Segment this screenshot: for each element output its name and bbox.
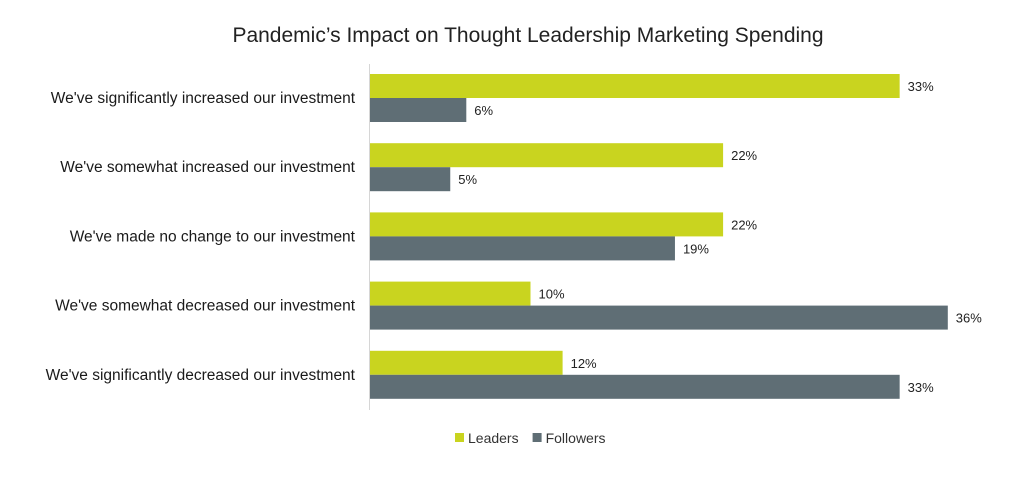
bar-followers-5 (370, 374, 900, 399)
data-label: 33% (908, 380, 934, 395)
bar-followers-1 (370, 98, 467, 122)
legend-swatch-followers (532, 433, 542, 442)
data-label: 6% (474, 103, 493, 118)
bar-leaders-2 (370, 143, 724, 168)
bar-leaders-4 (370, 281, 531, 306)
category-label: We've somewhat decreased our investment (55, 298, 356, 315)
bar-followers-4 (370, 305, 948, 330)
data-label: 22% (731, 217, 757, 232)
legend-swatch-leaders (455, 433, 464, 442)
data-label: 5% (458, 172, 477, 187)
data-label: 33% (908, 79, 934, 94)
category-label: We've significantly decreased our invest… (46, 367, 356, 384)
bar-leaders-1 (370, 74, 900, 98)
bar-leaders-3 (370, 212, 724, 237)
data-label: 19% (683, 241, 709, 256)
category-label: We've significantly increased our invest… (51, 90, 356, 107)
legend-label-leaders: Leaders (468, 430, 519, 446)
data-label: 36% (956, 311, 982, 326)
bar-followers-2 (370, 167, 451, 192)
data-label: 22% (731, 148, 757, 163)
bar-followers-3 (370, 236, 675, 261)
data-label: 12% (571, 356, 597, 371)
plot-area: We've significantly increased our invest… (46, 74, 982, 399)
legend: Leaders Followers (455, 430, 606, 446)
legend-label-followers: Followers (546, 430, 606, 446)
category-label: We've somewhat increased our investment (60, 159, 355, 176)
data-label: 10% (539, 287, 565, 302)
bar-leaders-5 (370, 350, 563, 375)
chart-title: Pandemic’s Impact on Thought Leadership … (232, 24, 823, 47)
category-label: We've made no change to our investment (70, 228, 356, 245)
